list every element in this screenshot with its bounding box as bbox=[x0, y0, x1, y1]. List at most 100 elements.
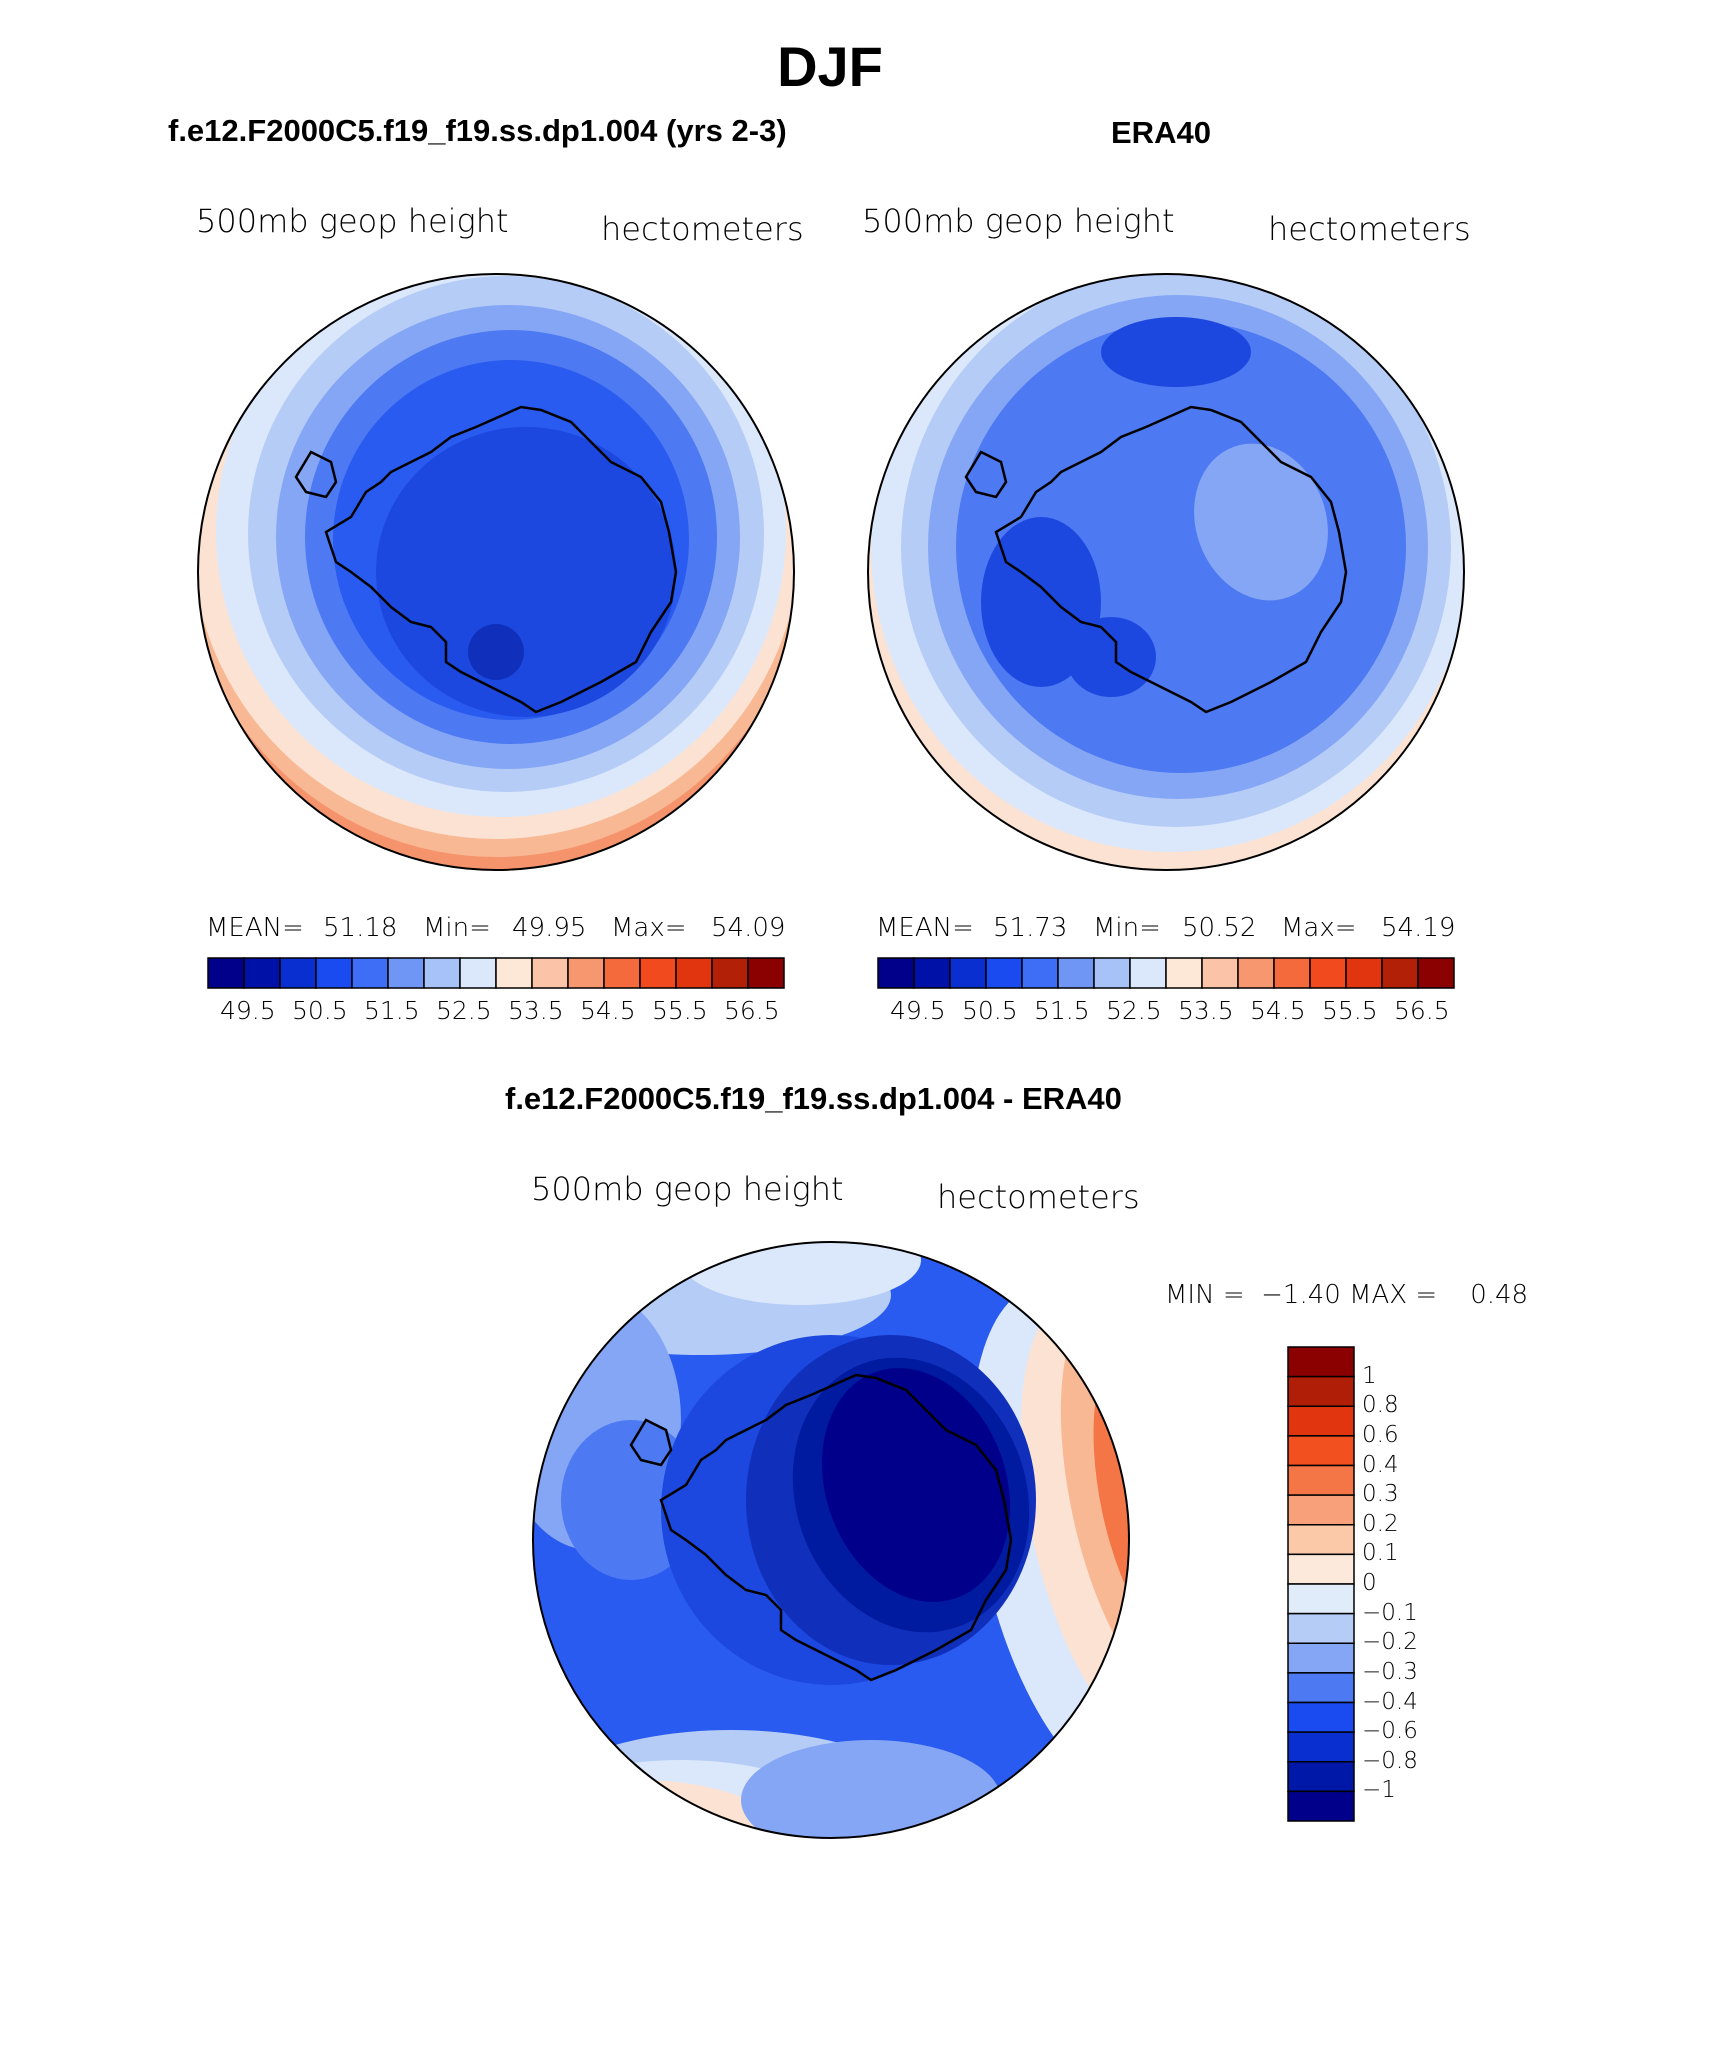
colorbar-box bbox=[1237, 957, 1275, 989]
colorbar-box bbox=[1287, 1405, 1355, 1437]
panel-1-max-label: Max= bbox=[611, 913, 687, 943]
panel-2-variable-label: 500mb geop height bbox=[862, 202, 1175, 240]
colorbar-tick-label: 52.5 bbox=[1106, 996, 1162, 1025]
panel-2-max-value: 54.19 bbox=[1381, 913, 1456, 943]
colorbar-box bbox=[1287, 1701, 1355, 1733]
colorbar-box bbox=[1287, 1435, 1355, 1467]
panel-2-mean-value: 51.73 bbox=[993, 913, 1068, 943]
colorbar-box bbox=[1287, 1553, 1355, 1585]
map-model bbox=[197, 273, 795, 871]
colorbar-box bbox=[1287, 1524, 1355, 1556]
colorbar-box bbox=[1287, 1346, 1355, 1378]
panel-2-min-value: 50.52 bbox=[1182, 913, 1257, 943]
colorbar-tick-label: 56.5 bbox=[1394, 996, 1450, 1025]
panel-2-mean-label: MEAN= bbox=[876, 913, 974, 943]
panel-1-heading: f.e12.F2000C5.f19_f19.ss.dp1.004 (yrs 2-… bbox=[168, 113, 787, 148]
colorbar-tick-label: 0.8 bbox=[1362, 1392, 1399, 1419]
antarctica-coastline bbox=[324, 405, 678, 714]
colorbar-box bbox=[243, 957, 281, 989]
map-era40 bbox=[867, 273, 1465, 871]
colorbar-tick-label: 55.5 bbox=[652, 996, 708, 1025]
colorbar-box bbox=[1021, 957, 1059, 989]
colorbar-tick-label: −0.6 bbox=[1362, 1718, 1418, 1745]
colorbar-box bbox=[351, 957, 389, 989]
colorbar-box bbox=[1287, 1494, 1355, 1526]
colorbar-box bbox=[207, 957, 245, 989]
colorbar-box bbox=[1287, 1583, 1355, 1615]
colorbar-tick-label: −0.8 bbox=[1362, 1747, 1418, 1774]
colorbar-tick-label: −0.3 bbox=[1362, 1658, 1418, 1685]
colorbar-tick-label: 50.5 bbox=[292, 996, 348, 1025]
colorbar-box bbox=[1201, 957, 1239, 989]
colorbar-box bbox=[387, 957, 425, 989]
colorbar-tick-label: 52.5 bbox=[436, 996, 492, 1025]
colorbar-tick-label: 0.3 bbox=[1362, 1481, 1399, 1508]
colorbar-box bbox=[877, 957, 915, 989]
colorbar-box bbox=[1273, 957, 1311, 989]
panel-2-units-label: hectometers bbox=[1268, 210, 1471, 248]
antarctica-coastline bbox=[659, 1373, 1013, 1682]
colorbar-tick-label: 0.1 bbox=[1362, 1540, 1399, 1567]
panel-3-units-label: hectometers bbox=[937, 1178, 1140, 1216]
colorbar-difference bbox=[1287, 1346, 1355, 1822]
colorbar-tick-label: 0.4 bbox=[1362, 1451, 1399, 1478]
panel-1-min-label: Min= bbox=[423, 913, 491, 943]
colorbar-tick-label: −0.2 bbox=[1362, 1629, 1418, 1656]
colorbar-tick-label: 49.5 bbox=[220, 996, 276, 1025]
colorbar-box bbox=[315, 957, 353, 989]
colorbar-box bbox=[747, 957, 785, 989]
panel-3-variable-label: 500mb geop height bbox=[531, 1170, 844, 1208]
colorbar-box bbox=[567, 957, 605, 989]
colorbar-box bbox=[1417, 957, 1455, 989]
colorbar-box bbox=[279, 957, 317, 989]
colorbar-box bbox=[1345, 957, 1383, 989]
panel-1-units-label: hectometers bbox=[601, 210, 804, 248]
colorbar-tick-label: 50.5 bbox=[962, 996, 1018, 1025]
colorbar-tick-label: 54.5 bbox=[1250, 996, 1306, 1025]
colorbar-tick-label: 53.5 bbox=[508, 996, 564, 1025]
panel-2-min-label: Min= bbox=[1093, 913, 1161, 943]
panel-1-mean-label: MEAN= bbox=[206, 913, 304, 943]
colorbar-box bbox=[1287, 1612, 1355, 1644]
colorbar-tick-label: 1 bbox=[1362, 1362, 1377, 1389]
colorbar-box bbox=[913, 957, 951, 989]
colorbar-tick-label: 0.2 bbox=[1362, 1510, 1399, 1537]
colorbar-tick-label: 54.5 bbox=[580, 996, 636, 1025]
panel-1-variable-label: 500mb geop height bbox=[196, 202, 509, 240]
colorbar-box bbox=[1057, 957, 1095, 989]
page-title: DJF bbox=[777, 35, 883, 98]
colorbar-box bbox=[1287, 1790, 1355, 1822]
panel-1-mean-value: 51.18 bbox=[323, 913, 398, 943]
colorbar-box bbox=[985, 957, 1023, 989]
panel-1-min-value: 49.95 bbox=[512, 913, 587, 943]
panel-2-heading: ERA40 bbox=[1111, 115, 1211, 150]
colorbar-era40 bbox=[877, 957, 1455, 989]
colorbar-box bbox=[1309, 957, 1347, 989]
colorbar-box bbox=[531, 957, 569, 989]
panel-3-minmax: MIN = −1.40 MAX = 0.48 bbox=[1165, 1280, 1529, 1310]
colorbar-tick-label: 0.6 bbox=[1362, 1421, 1399, 1448]
colorbar-tick-label: 0 bbox=[1362, 1570, 1377, 1596]
colorbar-model bbox=[207, 957, 785, 989]
colorbar-box bbox=[711, 957, 749, 989]
map-difference bbox=[532, 1241, 1130, 1839]
colorbar-box bbox=[1093, 957, 1131, 989]
colorbar-box bbox=[1381, 957, 1419, 989]
colorbar-box bbox=[603, 957, 641, 989]
colorbar-box bbox=[1287, 1464, 1355, 1496]
colorbar-box bbox=[675, 957, 713, 989]
panel-2-max-label: Max= bbox=[1281, 913, 1357, 943]
colorbar-box bbox=[1165, 957, 1203, 989]
colorbar-tick-label: 53.5 bbox=[1178, 996, 1234, 1025]
colorbar-tick-label: 49.5 bbox=[890, 996, 946, 1025]
colorbar-tick-label: 56.5 bbox=[724, 996, 780, 1025]
panel-1-max-value: 54.09 bbox=[711, 913, 786, 943]
panel-3-heading: f.e12.F2000C5.f19_f19.ss.dp1.004 - ERA40 bbox=[505, 1081, 1122, 1116]
colorbar-box bbox=[639, 957, 677, 989]
colorbar-box bbox=[949, 957, 987, 989]
colorbar-box bbox=[1287, 1761, 1355, 1793]
colorbar-box bbox=[1287, 1642, 1355, 1674]
colorbar-tick-label: −0.1 bbox=[1362, 1599, 1418, 1626]
colorbar-tick-label: 55.5 bbox=[1322, 996, 1378, 1025]
colorbar-tick-label: −0.4 bbox=[1362, 1688, 1418, 1715]
